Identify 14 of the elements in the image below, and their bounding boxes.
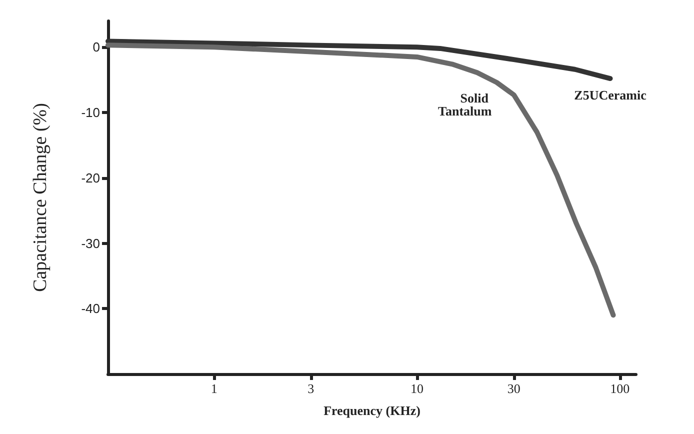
y-tick-label: -40 xyxy=(81,301,100,316)
y-axis-title: Capacitance Change (%) xyxy=(30,103,51,292)
x-tick-label: 1 xyxy=(210,381,218,396)
y-tick-label: -10 xyxy=(81,105,100,120)
y-tick-label: -20 xyxy=(81,170,100,186)
x-tick-label: 30 xyxy=(507,381,520,396)
x-tick-label: 3 xyxy=(308,381,314,396)
y-tick-label: -30 xyxy=(81,236,100,251)
y-tick-label: 0 xyxy=(92,40,100,55)
x-axis-title: Frequency (KHz) xyxy=(324,403,420,418)
x-tick-label: 10 xyxy=(410,381,424,396)
series-label: Solid Tantalum xyxy=(438,90,492,118)
x-tick-label: 100 xyxy=(610,381,630,396)
series-label: Z5UCeramic xyxy=(574,88,647,103)
